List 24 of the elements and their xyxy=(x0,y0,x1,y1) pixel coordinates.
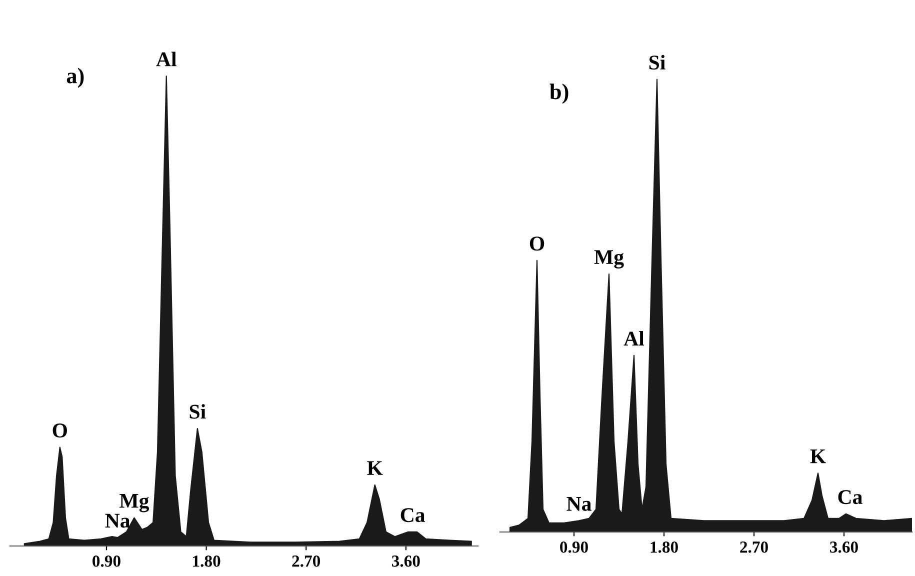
x-tick-label: 1.80 xyxy=(650,542,678,553)
annotation: Al xyxy=(624,331,644,346)
annotation: O xyxy=(530,236,544,251)
x-tick-label: 0.90 xyxy=(560,542,588,553)
x-tick-label: 2.70 xyxy=(740,542,768,553)
annotation: a) xyxy=(66,68,84,88)
annotation: Ca xyxy=(838,490,862,504)
annotation: Mg xyxy=(120,494,150,512)
x-tick-label: 0.90 xyxy=(92,556,120,567)
x-tick-label: 3.60 xyxy=(392,556,420,567)
annotation: Ca xyxy=(400,508,425,522)
annotation: K xyxy=(367,461,383,475)
annotation: Si xyxy=(190,404,206,419)
annotation: Mg xyxy=(594,250,624,268)
annotation: b) xyxy=(550,84,568,104)
annotation: Si xyxy=(649,54,666,70)
annotation: Na xyxy=(105,514,130,528)
annotation: Na xyxy=(566,497,592,511)
annotation: K xyxy=(810,450,826,464)
annotation: O xyxy=(52,424,67,438)
x-tick-label: 2.70 xyxy=(292,556,320,567)
x-tick-label: 1.80 xyxy=(193,556,220,567)
annotation: Al xyxy=(156,52,176,66)
x-tick-label: 3.60 xyxy=(830,542,858,553)
